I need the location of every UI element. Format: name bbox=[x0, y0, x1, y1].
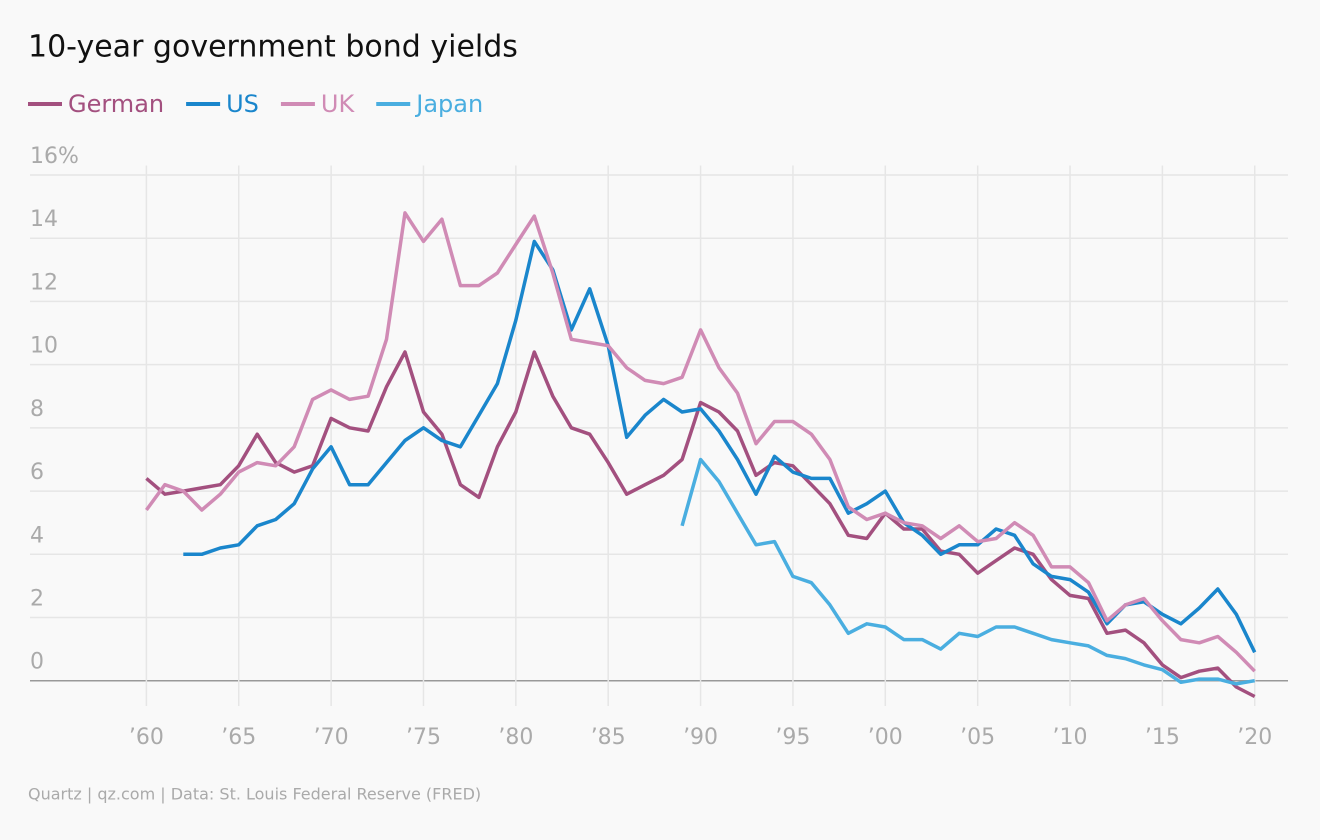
y-tick-label: 8 bbox=[30, 397, 44, 422]
series-line bbox=[680, 457, 1255, 686]
x-tick-label: ’70 bbox=[314, 725, 349, 750]
x-tick-label: ’65 bbox=[221, 725, 256, 750]
series-line bbox=[144, 211, 1256, 673]
series-line bbox=[145, 350, 1256, 699]
legend-label: German bbox=[68, 90, 164, 118]
y-tick-label: 2 bbox=[30, 586, 44, 611]
y-tick-label: 0 bbox=[30, 650, 44, 675]
y-tick-label: 4 bbox=[30, 523, 44, 548]
x-tick-label: ’80 bbox=[498, 725, 533, 750]
series-line bbox=[183, 239, 1257, 654]
x-tick-label: ’85 bbox=[591, 725, 626, 750]
x-tick-label: ’10 bbox=[1053, 725, 1088, 750]
x-tick-label: ’15 bbox=[1145, 725, 1180, 750]
legend-label: Japan bbox=[414, 90, 483, 118]
y-tick-label: 6 bbox=[30, 460, 44, 485]
y-tick-label: 14 bbox=[30, 207, 58, 232]
y-tick-label: 10 bbox=[30, 334, 58, 359]
chart-title: 10-year government bond yields bbox=[28, 30, 518, 65]
source: Quartz | qz.com | Data: St. Louis Federa… bbox=[28, 785, 481, 804]
x-tick-label: ’05 bbox=[960, 725, 995, 750]
y-tick-label: 16% bbox=[30, 144, 79, 169]
legend-label: US bbox=[226, 90, 259, 118]
x-tick-label: ’00 bbox=[868, 725, 903, 750]
x-tick-label: ’20 bbox=[1237, 725, 1272, 750]
x-tick-label: ’60 bbox=[129, 725, 164, 750]
y-tick-label: 12 bbox=[30, 270, 58, 295]
x-tick-label: ’75 bbox=[406, 725, 441, 750]
x-tick-label: ’90 bbox=[683, 725, 718, 750]
x-tick-label: ’95 bbox=[775, 725, 810, 750]
legend-label: UK bbox=[321, 90, 356, 118]
